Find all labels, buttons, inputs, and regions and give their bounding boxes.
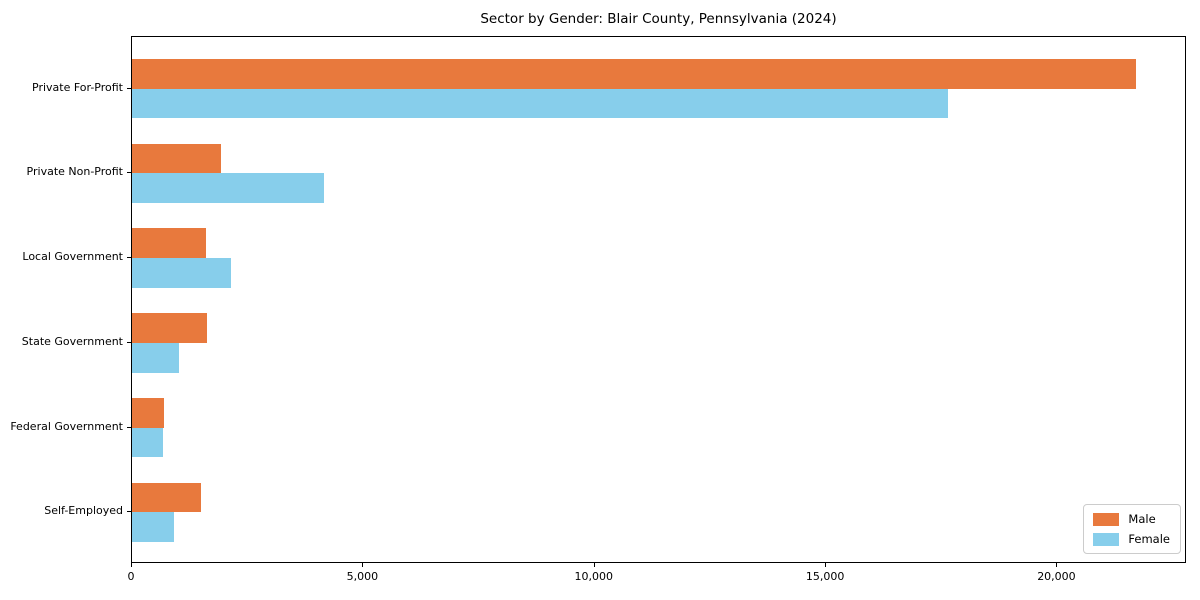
x-tick-label-10-000: 10,000 — [574, 570, 613, 583]
bar-female-private-non-profit — [132, 173, 325, 204]
bar-female-local-government — [132, 258, 232, 288]
legend-entry-male: Male — [1093, 512, 1170, 526]
bar-male-federal-government — [132, 397, 164, 428]
y-label-self-employed: Self-Employed — [44, 504, 123, 518]
bar-female-federal-government — [132, 427, 163, 458]
legend-entry-female: Female — [1093, 532, 1170, 546]
y-label-local-government: Local Government — [22, 250, 123, 264]
x-tickmark — [825, 563, 827, 567]
y-tickmark — [127, 426, 131, 428]
y-tickmark — [127, 511, 131, 513]
x-tick-label-5-000: 5,000 — [346, 570, 379, 583]
y-label-private-for-profit: Private For-Profit — [32, 80, 123, 94]
x-tickmark — [1056, 563, 1058, 567]
legend-swatch-female — [1093, 532, 1120, 546]
x-tick-label-0: 0 — [127, 570, 135, 583]
x-tickmark — [131, 563, 132, 567]
bar-male-state-government — [132, 313, 207, 343]
y-tickmark — [127, 87, 131, 89]
bar-male-private-non-profit — [132, 143, 222, 174]
bar-female-self-employed — [132, 512, 174, 542]
bar-male-local-government — [132, 228, 207, 259]
legend: Male Female — [1083, 504, 1181, 554]
y-label-federal-government: Federal Government — [10, 419, 123, 433]
y-tickmark — [127, 172, 131, 174]
bar-male-private-for-profit — [132, 59, 1137, 89]
y-label-private-non-profit: Private Non-Profit — [26, 165, 123, 179]
y-tickmark — [127, 257, 131, 259]
bar-male-self-employed — [132, 482, 201, 513]
y-label-state-government: State Government — [21, 334, 123, 348]
legend-swatch-male — [1093, 512, 1120, 526]
plot-area: Male Female — [131, 36, 1186, 563]
x-tick-label-20-000: 20,000 — [1037, 570, 1076, 583]
bar-female-private-for-profit — [132, 88, 948, 119]
legend-label-female: Female — [1128, 532, 1170, 546]
legend-label-male: Male — [1128, 512, 1156, 526]
chart-title: Sector by Gender: Blair County, Pennsylv… — [480, 11, 837, 27]
x-tickmark — [362, 563, 364, 567]
x-tick-label-15-000: 15,000 — [805, 570, 845, 583]
x-tickmark — [593, 563, 595, 567]
bar-female-state-government — [132, 342, 179, 373]
y-tickmark — [127, 341, 131, 343]
